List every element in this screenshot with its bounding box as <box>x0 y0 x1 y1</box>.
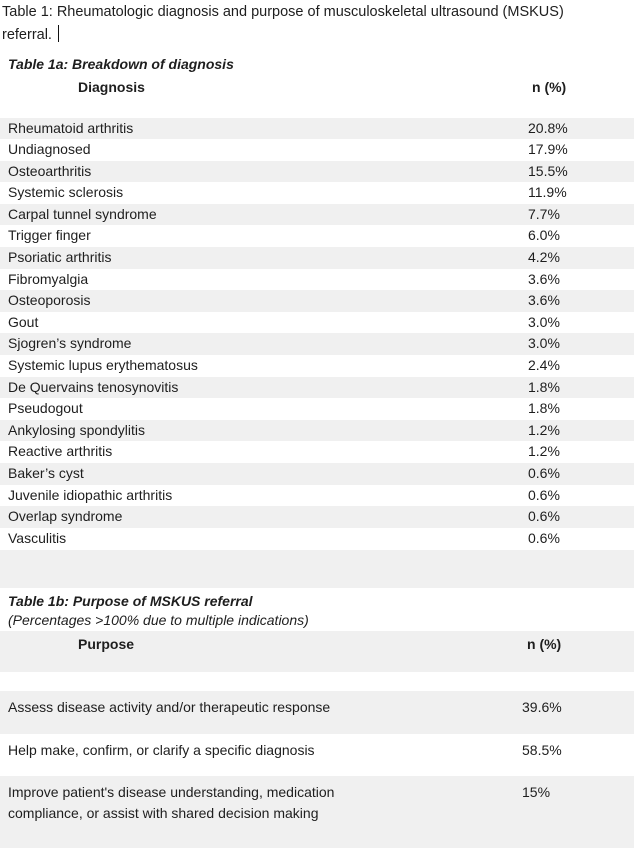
diagnosis-cell: Systemic lupus erythematosus <box>8 357 198 374</box>
document-title: Table 1: Rheumatologic diagnosis and pur… <box>2 1 616 47</box>
value-cell: 3.0% <box>528 313 560 330</box>
diagnosis-cell: Rheumatoid arthritis <box>8 119 134 136</box>
table-row: Juvenile idiopathic arthritis 0.6% <box>0 485 634 507</box>
table1a-body: Rheumatoid arthritis 20.8% Undiagnosed 1… <box>0 117 634 550</box>
value-cell: 7.7% <box>528 205 560 222</box>
value-cell: 0.6% <box>528 529 560 546</box>
diagnosis-cell: Osteoarthritis <box>8 162 92 179</box>
table1a-header-row: Diagnosis n (%) <box>0 76 634 98</box>
table1a-footer-spacer <box>0 549 634 588</box>
diagnosis-cell: Undiagnosed <box>8 141 91 158</box>
table-row: Reactive arthritis 1.2% <box>0 441 634 463</box>
table-row: Assess disease activity and/or therapeut… <box>0 691 634 734</box>
table-row: Systemic lupus erythematosus 2.4% <box>0 355 634 377</box>
value-cell: 3.6% <box>528 292 560 309</box>
table-row: Systemic sclerosis 11.9% <box>0 182 634 204</box>
diagnosis-cell: Carpal tunnel syndrome <box>8 205 157 222</box>
diagnosis-cell: Vasculitis <box>8 529 67 546</box>
table-row: Psoriatic arthritis 4.2% <box>0 247 634 269</box>
value-cell: 2.4% <box>528 357 560 374</box>
value-cell: 1.2% <box>528 443 560 460</box>
table-row: De Quervains tenosynovitis 1.8% <box>0 376 634 399</box>
value-cell: 58.5% <box>522 741 562 758</box>
purpose-cell: Improve patient's disease understanding,… <box>8 784 335 822</box>
value-cell: 3.6% <box>528 270 560 287</box>
table1b-col-header-purpose: Purpose <box>78 636 135 652</box>
table-row: Rheumatoid arthritis 20.8% <box>0 117 634 140</box>
diagnosis-cell: De Quervains tenosynovitis <box>8 378 179 395</box>
value-cell: 0.6% <box>528 465 560 481</box>
table-row: Carpal tunnel syndrome 7.7% <box>0 203 634 226</box>
table-row: Osteoporosis 3.6% <box>0 290 634 312</box>
table-row: Improve patient's disease understanding,… <box>0 776 634 848</box>
value-cell: 6.0% <box>528 227 560 244</box>
table1b-body: Assess disease activity and/or therapeut… <box>0 691 634 848</box>
diagnosis-cell: Overlap syndrome <box>8 508 123 525</box>
diagnosis-cell: Pseudogout <box>8 400 83 417</box>
value-cell: 4.2% <box>528 249 560 266</box>
table1b-col-header-n-pct: n (%) <box>527 636 562 652</box>
table1a-col-header-diagnosis: Diagnosis <box>78 79 145 95</box>
diagnosis-cell: Psoriatic arthritis <box>8 249 112 266</box>
table-row: Trigger finger 6.0% <box>0 225 634 247</box>
table1b-heading: Table 1b: Purpose of MSKUS referral <box>8 593 253 609</box>
value-cell: 1.8% <box>528 378 560 395</box>
purpose-cell: Help make, confirm, or clarify a specifi… <box>8 741 315 758</box>
diagnosis-cell: Fibromyalgia <box>8 270 89 287</box>
value-cell: 0.6% <box>528 486 560 503</box>
diagnosis-cell: Osteoporosis <box>8 292 91 309</box>
table1a-heading: Table 1a: Breakdown of diagnosis <box>8 56 234 72</box>
value-cell: 1.8% <box>528 400 560 417</box>
table-row: Help make, confirm, or clarify a specifi… <box>0 734 634 777</box>
purpose-cell: Assess disease activity and/or therapeut… <box>8 699 331 715</box>
diagnosis-cell: Ankylosing spondylitis <box>8 421 145 438</box>
text-cursor <box>57 25 60 42</box>
value-cell: 1.2% <box>528 421 560 438</box>
value-cell: 0.6% <box>528 508 560 525</box>
diagnosis-cell: Trigger finger <box>8 227 91 244</box>
diagnosis-cell: Gout <box>8 313 39 330</box>
document-title-text: Table 1: Rheumatologic diagnosis and pur… <box>2 4 564 43</box>
value-cell: 17.9% <box>528 141 568 158</box>
table1b-note: (Percentages >100% due to multiple indic… <box>8 612 309 628</box>
value-cell: 20.8% <box>528 119 568 136</box>
table-row: Osteoarthritis 15.5% <box>0 160 634 183</box>
diagnosis-cell: Baker’s cyst <box>8 465 84 481</box>
diagnosis-cell: Systemic sclerosis <box>8 184 124 201</box>
table-row: Gout 3.0% <box>0 312 634 334</box>
table1b-header-row: Purpose n (%) <box>0 631 634 672</box>
table-row: Pseudogout 1.8% <box>0 398 634 420</box>
table-row: Baker’s cyst 0.6% <box>0 463 634 485</box>
table1a-col-header-n-pct: n (%) <box>532 79 567 95</box>
value-cell: 11.9% <box>528 184 567 201</box>
table-row: Vasculitis 0.6% <box>0 528 634 550</box>
value-cell: 39.6% <box>522 699 562 715</box>
table-row: Sjogren’s syndrome 3.0% <box>0 333 634 356</box>
value-cell: 15.5% <box>528 162 568 179</box>
diagnosis-cell: Sjogren’s syndrome <box>8 335 132 352</box>
value-cell: 3.0% <box>528 335 560 352</box>
diagnosis-cell: Reactive arthritis <box>8 443 113 460</box>
diagnosis-cell: Juvenile idiopathic arthritis <box>8 486 173 503</box>
table-row: Overlap syndrome 0.6% <box>0 506 634 528</box>
table-row: Ankylosing spondylitis 1.2% <box>0 419 634 442</box>
table-row: Undiagnosed 17.9% <box>0 139 634 161</box>
table-row: Fibromyalgia 3.6% <box>0 269 634 291</box>
value-cell: 15% <box>522 784 551 801</box>
